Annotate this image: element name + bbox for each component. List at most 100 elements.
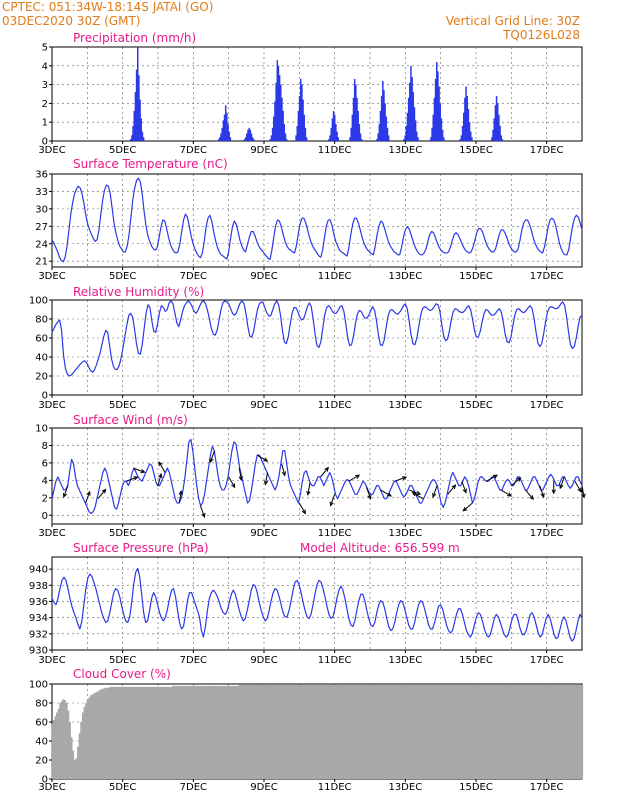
wind-arrow xyxy=(256,454,269,462)
data-bar xyxy=(220,133,222,141)
data-bar xyxy=(426,684,428,779)
data-bar xyxy=(477,684,480,779)
data-bar xyxy=(251,684,254,779)
wind-arrow-head xyxy=(263,457,269,462)
data-bar xyxy=(258,684,260,779)
data-bar xyxy=(350,684,353,779)
wind-arrow-shaft xyxy=(525,489,534,500)
wind-arrow-shaft xyxy=(408,489,421,495)
wind-arrow xyxy=(133,467,146,474)
data-bar xyxy=(550,684,553,779)
data-bar xyxy=(333,684,336,779)
data-line xyxy=(51,438,583,515)
wind-arrow xyxy=(581,485,586,499)
wind-arrow-head xyxy=(386,492,392,497)
data-bar xyxy=(330,127,332,141)
humidity-x-ticks: 3DEC 5DEC 7DEC 9DEC 11DEC 13DEC 15DEC 17DEC xyxy=(38,395,564,411)
data-bar xyxy=(216,685,218,779)
y-tick-label: 60 xyxy=(35,718,48,729)
data-bar xyxy=(376,139,378,141)
data-bar xyxy=(162,686,165,779)
wind-arrow-head xyxy=(451,484,457,490)
header-date: 03DEC2020 30Z (GMT) xyxy=(2,14,140,28)
x-tick-label: 5DEC xyxy=(109,400,136,411)
data-bar xyxy=(495,684,498,779)
data-bar xyxy=(322,684,325,779)
data-bar xyxy=(204,685,207,779)
data-bar xyxy=(412,92,415,141)
data-bar xyxy=(471,137,473,141)
data-bar xyxy=(256,684,259,779)
data-bar xyxy=(345,684,348,779)
data-bar xyxy=(374,684,377,779)
data-bar xyxy=(545,684,548,779)
data-bar xyxy=(283,124,286,141)
data-bar xyxy=(406,112,409,141)
data-bar xyxy=(431,127,433,141)
x-tick-label: 9DEC xyxy=(250,400,277,411)
wind-arrow-head xyxy=(355,474,361,479)
data-bar xyxy=(355,84,357,141)
y-tick-label: 6 xyxy=(42,458,48,469)
wind-arrow xyxy=(432,485,438,498)
data-bar xyxy=(317,684,320,779)
data-bar xyxy=(474,684,477,779)
data-bar xyxy=(380,95,383,141)
data-bar xyxy=(351,114,354,141)
data-bar xyxy=(413,684,416,779)
data-bar xyxy=(361,684,364,779)
wind-arrow xyxy=(574,480,582,493)
data-bar xyxy=(112,686,115,779)
wind-arrow xyxy=(380,489,392,497)
data-bar xyxy=(335,124,337,141)
data-bar xyxy=(75,758,78,779)
data-bar xyxy=(411,77,413,141)
data-bar xyxy=(416,684,419,779)
data-bar xyxy=(96,691,99,779)
wind-arrow-head xyxy=(306,490,311,496)
data-bar xyxy=(494,105,497,141)
data-bar xyxy=(492,684,495,779)
data-bar xyxy=(266,684,269,779)
data-bar xyxy=(300,684,302,779)
data-bar xyxy=(534,684,537,779)
data-bar xyxy=(419,684,422,779)
x-tick-label: 13DEC xyxy=(388,528,422,539)
data-bar xyxy=(387,684,390,779)
wind-grid xyxy=(52,427,582,524)
x-tick-label: 7DEC xyxy=(180,400,207,411)
x-tick-label: 17DEC xyxy=(530,145,564,156)
data-bar xyxy=(430,137,432,141)
x-tick-label: 7DEC xyxy=(180,782,207,793)
data-bar xyxy=(441,129,444,141)
data-bar xyxy=(211,685,214,779)
wind-arrow-shaft xyxy=(307,482,311,495)
data-bar xyxy=(64,700,67,779)
data-bar xyxy=(353,78,356,141)
data-bar xyxy=(461,684,464,779)
temperature-y-ticks: 21 24 27 30 33 36 xyxy=(35,170,52,268)
data-bar xyxy=(493,684,496,779)
wind-arrow-shaft xyxy=(63,485,69,498)
data-bar xyxy=(273,116,275,141)
data-bar xyxy=(503,684,506,779)
data-bar xyxy=(135,686,138,779)
wind-arrow-shaft xyxy=(264,472,269,485)
data-bar xyxy=(548,684,551,779)
data-bar xyxy=(529,684,532,779)
wind-arrow-head xyxy=(201,512,206,519)
pressure-x-ticks: 3DEC 5DEC 7DEC 9DEC 11DEC 13DEC 15DEC 17DEC xyxy=(38,650,564,666)
data-bar xyxy=(229,137,232,141)
data-bar xyxy=(144,686,147,779)
data-bar xyxy=(459,139,461,141)
data-bar xyxy=(377,133,379,141)
data-bar xyxy=(277,65,280,141)
data-bar xyxy=(476,684,479,779)
wind-arrow-shaft xyxy=(85,491,91,504)
data-bar xyxy=(566,684,569,779)
data-bar xyxy=(484,684,487,779)
data-bar xyxy=(427,684,430,779)
x-tick-label: 17DEC xyxy=(530,655,564,666)
data-bar xyxy=(152,686,155,779)
data-bar xyxy=(398,684,401,779)
